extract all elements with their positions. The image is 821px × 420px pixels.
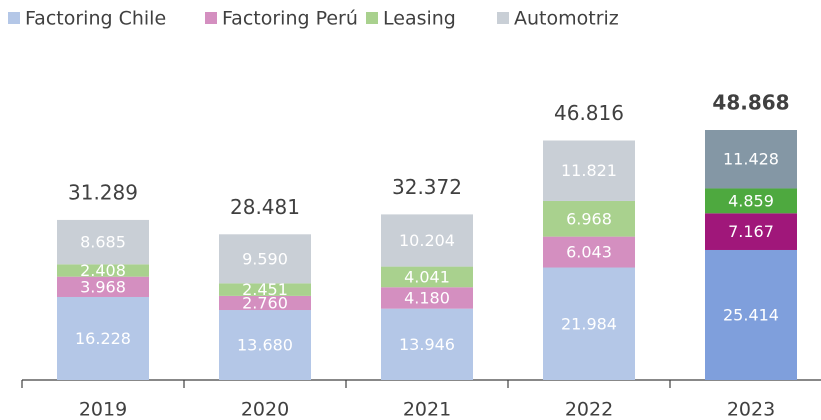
value-label: 6.968 bbox=[566, 209, 612, 228]
bar-segment bbox=[219, 310, 311, 380]
bar-segment bbox=[219, 234, 311, 284]
bar-segment bbox=[705, 213, 797, 250]
bar-segment bbox=[705, 249, 797, 380]
legend-label: Factoring Chile bbox=[25, 8, 166, 30]
x-tick-label: 2022 bbox=[565, 399, 613, 420]
value-label: 8.685 bbox=[80, 233, 126, 252]
total-label: 31.289 bbox=[68, 180, 138, 204]
bar-segment bbox=[57, 276, 149, 297]
value-label: 11.821 bbox=[561, 161, 617, 180]
value-label: 7.167 bbox=[728, 222, 774, 241]
bar-segment bbox=[543, 267, 635, 380]
value-label: 4.859 bbox=[728, 191, 774, 210]
x-tick-label: 2020 bbox=[241, 399, 289, 420]
total-label: 28.481 bbox=[230, 195, 300, 219]
total-label: 46.816 bbox=[554, 101, 624, 125]
bar-segment bbox=[381, 214, 473, 267]
bar-segment bbox=[543, 140, 635, 201]
bar-segment bbox=[381, 287, 473, 309]
legend-swatch bbox=[8, 12, 20, 24]
legend-swatch bbox=[205, 12, 217, 24]
bar-segment bbox=[705, 130, 797, 189]
legend-label: Leasing bbox=[383, 8, 456, 30]
value-label: 6.043 bbox=[566, 243, 612, 262]
total-label: 32.372 bbox=[392, 175, 462, 199]
value-label: 11.428 bbox=[723, 150, 779, 169]
value-label: 2.760 bbox=[242, 293, 288, 312]
bar-segment bbox=[57, 264, 149, 277]
value-label: 2.408 bbox=[80, 261, 126, 280]
bar-segment bbox=[57, 296, 149, 380]
value-label: 2.451 bbox=[242, 280, 288, 299]
value-label: 10.204 bbox=[399, 231, 455, 250]
value-label: 16.228 bbox=[75, 329, 131, 348]
value-label: 13.680 bbox=[237, 336, 293, 355]
legend-swatch bbox=[497, 12, 509, 24]
bar-segment bbox=[381, 266, 473, 288]
bar-segment bbox=[381, 308, 473, 380]
bar-segment bbox=[219, 295, 311, 311]
bar-segment bbox=[705, 188, 797, 214]
bar-segment bbox=[543, 236, 635, 268]
x-tick-label: 2019 bbox=[79, 399, 127, 420]
value-label: 13.946 bbox=[399, 335, 455, 354]
value-label: 4.041 bbox=[404, 267, 450, 286]
bar-segment bbox=[219, 283, 311, 296]
value-label: 4.180 bbox=[404, 288, 450, 307]
bar-segment bbox=[543, 200, 635, 237]
value-label: 3.968 bbox=[80, 277, 126, 296]
value-label: 21.984 bbox=[561, 314, 617, 333]
x-tick-label: 2023 bbox=[727, 399, 775, 420]
bar-segment bbox=[57, 219, 149, 265]
value-label: 9.590 bbox=[242, 249, 288, 268]
total-label: 48.868 bbox=[712, 91, 789, 115]
legend-swatch bbox=[366, 12, 378, 24]
legend-label: Factoring Perú bbox=[222, 8, 358, 30]
legend-label: Automotriz bbox=[514, 8, 619, 30]
x-tick-label: 2021 bbox=[403, 399, 451, 420]
value-label: 25.414 bbox=[723, 305, 779, 324]
